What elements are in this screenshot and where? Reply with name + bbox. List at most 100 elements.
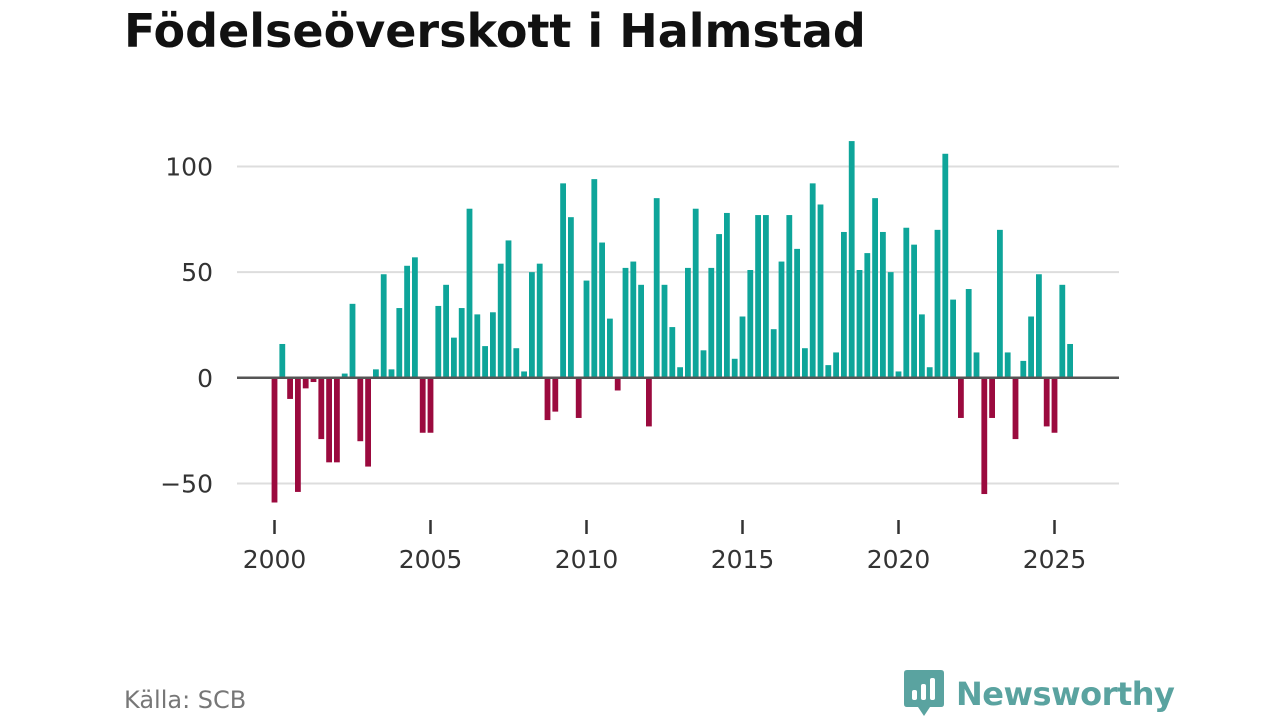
bar-negative (989, 377, 995, 418)
bar-positive (380, 274, 387, 378)
x-tick-label: 2020 (867, 545, 931, 574)
bar-positive (825, 365, 832, 378)
bar-negative (318, 377, 325, 440)
bar-positive (926, 367, 933, 378)
bar-positive (653, 198, 660, 378)
bar-positive (1020, 360, 1027, 378)
bar-negative (646, 377, 652, 427)
bar-positive (443, 284, 449, 378)
bar-negative (1043, 377, 1050, 427)
newsworthy-logo[interactable]: Newsworthy (902, 668, 1175, 720)
bar-positive (817, 204, 824, 378)
bar-positive (599, 242, 605, 378)
bar-negative (544, 377, 551, 421)
axes: 100 50 0 −50 2000 2005 2010 2015 2020 2025 (160, 152, 1119, 574)
bar-positive (1067, 343, 1073, 378)
bar-positive (661, 284, 668, 378)
bar-negative (958, 377, 964, 418)
bar-positive (895, 371, 902, 378)
bar-negative (326, 377, 332, 463)
bar-positive (934, 229, 941, 378)
bar-negative (427, 377, 434, 433)
bar-positive (1004, 352, 1011, 378)
x-tick-label: 2010 (555, 545, 619, 574)
bar-positive (1028, 316, 1034, 378)
bar-positive (513, 348, 520, 378)
bar-positive (856, 270, 863, 378)
bar-positive (279, 343, 286, 378)
bar-negative (575, 377, 582, 418)
bar-positive (451, 337, 457, 378)
bar-positive (497, 263, 504, 378)
bar-positive (396, 308, 403, 378)
bar-positive (786, 215, 793, 378)
brand-name: Newsworthy (956, 675, 1175, 713)
bar-positive (794, 248, 800, 378)
bar-positive (341, 373, 348, 378)
y-tick-label: 100 (165, 152, 213, 181)
bar-positive (770, 329, 777, 378)
bar-positive (669, 327, 676, 378)
bar-negative (614, 377, 621, 391)
bar-negative (981, 377, 988, 495)
bar-positive (965, 289, 972, 378)
bar-positive (848, 141, 855, 378)
bars (271, 141, 1073, 503)
bar-positive (841, 231, 847, 378)
y-tick-label: 50 (181, 258, 213, 287)
bar-positive (692, 208, 699, 378)
bar-positive (404, 265, 410, 378)
x-tick-label: 2005 (399, 545, 463, 574)
bar-positive (731, 358, 738, 378)
bar-positive (911, 244, 917, 378)
bar-negative (302, 377, 309, 389)
bar-negative (552, 377, 559, 412)
x-tick-label: 2000 (243, 545, 307, 574)
bar-positive (724, 212, 730, 378)
bar-positive (802, 348, 808, 378)
bar-negative (419, 377, 426, 433)
bar-positive (630, 261, 637, 378)
bar-positive (607, 318, 613, 378)
bar-positive (568, 217, 574, 378)
bar-negative (334, 377, 340, 463)
bar-positive (505, 240, 512, 378)
bar-negative (310, 377, 317, 383)
bar-positive (747, 270, 754, 378)
bar-positive (458, 308, 465, 378)
bar-positive (490, 312, 496, 378)
bar-positive (591, 179, 598, 378)
bar-positive (942, 153, 949, 378)
bar-positive (919, 314, 925, 378)
bar-positive (880, 231, 886, 378)
bar-positive (700, 350, 707, 378)
bar-positive (373, 369, 379, 378)
bar-positive (763, 215, 769, 378)
bar-negative (287, 377, 293, 399)
bar-positive (864, 253, 871, 378)
bar-positive (560, 183, 566, 378)
y-tick-label: 0 (197, 364, 213, 393)
bar-positive (388, 369, 395, 378)
bar-positive (739, 316, 746, 378)
bar-positive (529, 272, 535, 378)
bar-negative (295, 377, 301, 492)
bar-positive (997, 229, 1003, 378)
bar-positive (973, 352, 980, 378)
bar-positive (521, 371, 527, 378)
bar-positive (887, 272, 894, 378)
grid-lines (237, 165, 1119, 485)
bar-positive (809, 183, 816, 378)
source-label: Källa: SCB (124, 686, 247, 714)
bar-positive (638, 284, 644, 378)
bar-positive (622, 267, 629, 378)
bar-positive (833, 352, 839, 378)
bar-positive (872, 198, 878, 378)
bar-positive (583, 280, 590, 378)
newsworthy-logo-icon (904, 670, 944, 716)
bar-negative (357, 377, 364, 442)
bar-positive (536, 263, 543, 378)
bar-positive (903, 227, 910, 378)
bar-positive (435, 305, 442, 378)
